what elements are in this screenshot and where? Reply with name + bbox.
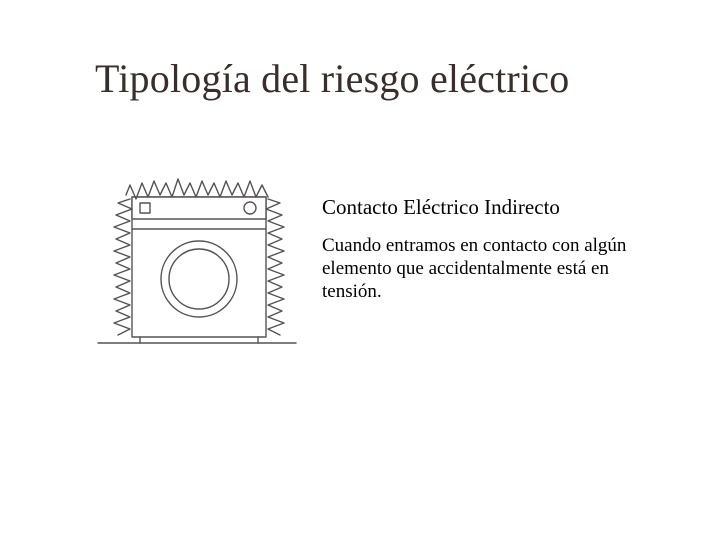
page-title: Tipología del riesgo eléctrico <box>95 55 569 102</box>
section-body: Cuando entramos en contacto con algún el… <box>322 234 652 304</box>
washing-machine-icon <box>96 175 301 350</box>
slide: Tipología del riesgo eléctrico <box>0 0 720 540</box>
content-block: Contacto Eléctrico Indirecto Cuando entr… <box>322 195 652 304</box>
section-heading: Contacto Eléctrico Indirecto <box>322 195 652 220</box>
